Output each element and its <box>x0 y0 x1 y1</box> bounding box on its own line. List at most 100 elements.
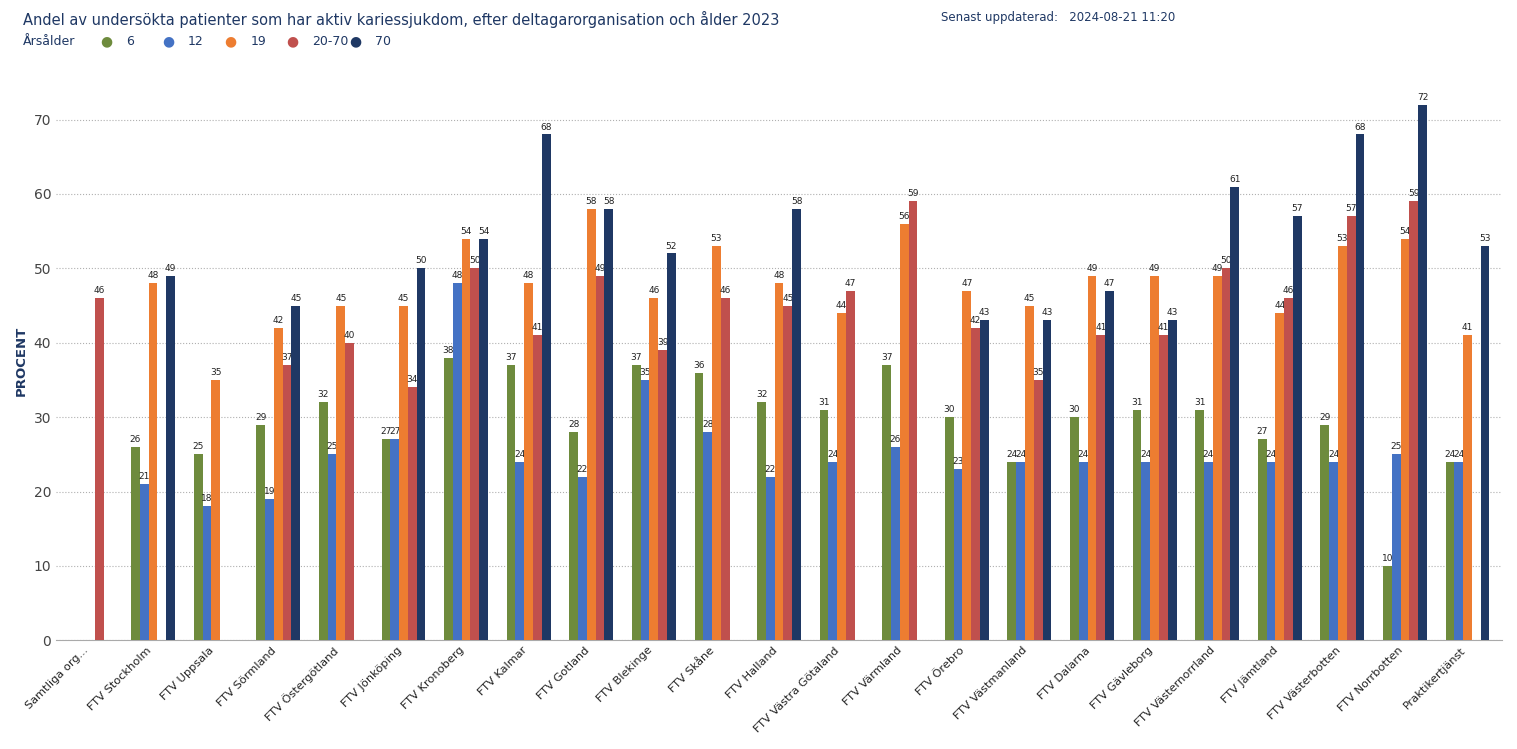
Bar <box>1221 268 1230 640</box>
Bar <box>130 447 140 640</box>
Bar <box>1258 440 1267 640</box>
Bar <box>542 135 551 640</box>
Bar <box>1204 462 1212 640</box>
Text: 49: 49 <box>1148 264 1161 273</box>
Text: 70: 70 <box>375 34 391 48</box>
Text: 25: 25 <box>326 443 338 452</box>
Bar <box>1455 462 1464 640</box>
Text: 22: 22 <box>576 464 589 473</box>
Text: 27: 27 <box>388 428 400 437</box>
Text: 35: 35 <box>209 368 221 377</box>
Bar <box>1400 239 1409 640</box>
Text: 42: 42 <box>273 316 284 325</box>
Bar <box>282 365 291 640</box>
Text: 22: 22 <box>765 464 775 473</box>
Bar <box>604 209 613 640</box>
Text: 44: 44 <box>1274 301 1285 310</box>
Bar <box>149 283 158 640</box>
Text: 29: 29 <box>255 413 267 422</box>
Bar <box>587 209 596 640</box>
Text: 38: 38 <box>443 346 454 355</box>
Bar <box>1418 105 1427 640</box>
Bar <box>1195 410 1204 640</box>
Bar <box>265 499 275 640</box>
Bar <box>1033 380 1042 640</box>
Bar <box>346 343 353 640</box>
Bar <box>883 365 890 640</box>
Bar <box>470 268 479 640</box>
Text: 54: 54 <box>1399 227 1411 236</box>
Bar <box>291 306 300 640</box>
Text: ●: ● <box>225 34 237 48</box>
Text: 49: 49 <box>1212 264 1223 273</box>
Text: 61: 61 <box>1229 175 1241 184</box>
Text: 41: 41 <box>532 324 543 333</box>
Text: 24: 24 <box>1265 450 1277 459</box>
Text: 49: 49 <box>595 264 605 273</box>
Bar <box>792 209 801 640</box>
Bar <box>328 455 337 640</box>
Text: 59: 59 <box>1408 189 1420 198</box>
Bar <box>399 306 408 640</box>
Bar <box>695 372 704 640</box>
Text: ●: ● <box>287 34 299 48</box>
Bar <box>711 246 721 640</box>
Bar <box>516 462 525 640</box>
Text: 24: 24 <box>1006 450 1018 459</box>
Text: 54: 54 <box>478 227 490 236</box>
Y-axis label: PROCENT: PROCENT <box>15 327 27 396</box>
Bar <box>569 432 578 640</box>
Bar <box>256 425 265 640</box>
Text: 68: 68 <box>540 123 552 132</box>
Text: Årsålder: Årsålder <box>23 34 76 48</box>
Text: 43: 43 <box>1041 309 1053 318</box>
Text: 28: 28 <box>702 420 713 429</box>
Bar <box>1481 246 1490 640</box>
Bar <box>140 484 149 640</box>
Text: 24: 24 <box>1453 450 1464 459</box>
Text: 25: 25 <box>193 443 203 452</box>
Bar <box>1016 462 1025 640</box>
Bar <box>1025 306 1033 640</box>
Bar <box>202 506 211 640</box>
Bar <box>649 298 658 640</box>
Text: Andel av undersökta patienter som har aktiv kariessjukdom, efter deltagarorganis: Andel av undersökta patienter som har ak… <box>23 11 780 28</box>
Text: 45: 45 <box>1024 294 1035 303</box>
Text: 45: 45 <box>290 294 302 303</box>
Bar <box>1347 216 1356 640</box>
Text: 31: 31 <box>1194 398 1206 407</box>
Bar <box>211 380 220 640</box>
Text: 24: 24 <box>1141 450 1151 459</box>
Bar <box>1168 321 1177 640</box>
Bar <box>819 410 828 640</box>
Text: 21: 21 <box>138 472 150 481</box>
Text: 37: 37 <box>631 353 642 362</box>
Bar <box>890 447 900 640</box>
Text: 30: 30 <box>1068 405 1080 414</box>
Text: 48: 48 <box>523 271 534 280</box>
Bar <box>633 365 640 640</box>
Text: 47: 47 <box>962 279 972 288</box>
Bar <box>1042 321 1051 640</box>
Text: 47: 47 <box>845 279 856 288</box>
Bar <box>390 440 399 640</box>
Text: 42: 42 <box>969 316 981 325</box>
Text: Senast uppdaterad:   2024-08-21 11:20: Senast uppdaterad: 2024-08-21 11:20 <box>941 11 1174 24</box>
Text: 72: 72 <box>1417 93 1427 102</box>
Bar <box>1391 455 1400 640</box>
Bar <box>1320 425 1329 640</box>
Bar <box>783 306 792 640</box>
Bar <box>1230 187 1239 640</box>
Text: 31: 31 <box>818 398 830 407</box>
Text: 18: 18 <box>202 494 212 503</box>
Text: 56: 56 <box>898 212 910 221</box>
Text: 27: 27 <box>381 428 391 437</box>
Text: 39: 39 <box>657 339 669 348</box>
Text: 37: 37 <box>505 353 517 362</box>
Bar <box>775 283 783 640</box>
Text: 27: 27 <box>1256 428 1268 437</box>
Bar <box>319 402 328 640</box>
Text: ●: ● <box>100 34 112 48</box>
Bar <box>1106 291 1113 640</box>
Bar <box>1267 462 1276 640</box>
